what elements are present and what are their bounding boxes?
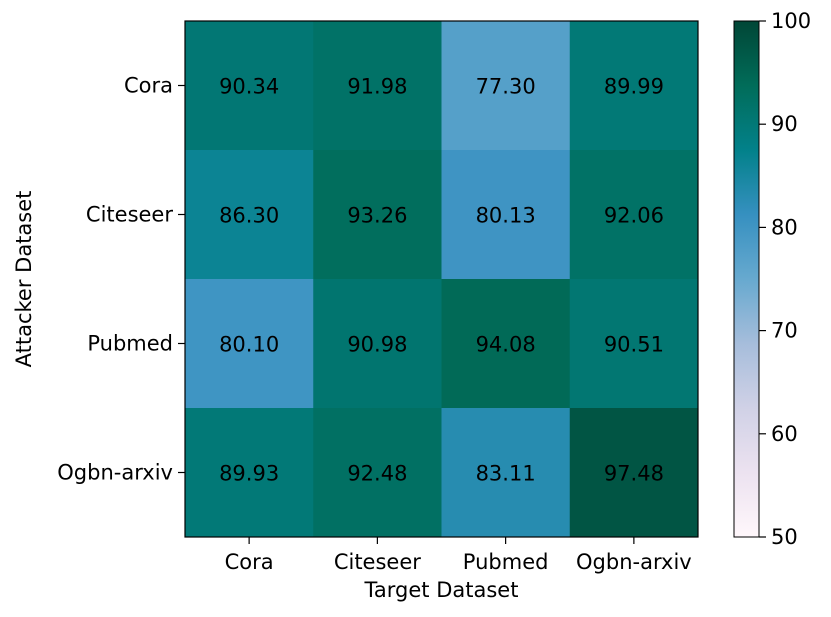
cell-value-label: 90.98 [347, 333, 407, 357]
heatmap-cell-labels: 90.34 91.98 77.30 89.99 86.30 93.26 80.13 92.06… [219, 75, 664, 486]
cell-value-label: 93.26 [347, 204, 407, 228]
heatmap-cell [569, 279, 699, 409]
cell-value-label: 94.08 [476, 333, 536, 357]
x-tick-label: Citeseer [334, 550, 421, 574]
heatmap-cell [313, 21, 442, 151]
cell-value-label: 83.11 [476, 462, 536, 486]
heatmap-cell [185, 408, 314, 538]
colorbar [733, 20, 760, 538]
cell-value-label: 80.13 [476, 204, 536, 228]
colorbar-ticks: 50 60 70 80 90 100 [759, 9, 811, 549]
heatmap-cell [569, 21, 699, 151]
x-tick-label: Ogbn-arxiv [576, 550, 692, 574]
y-axis: Cora Citeseer Pubmed Ogbn-arxiv [57, 74, 185, 485]
heatmap-cell [569, 150, 699, 280]
cell-value-label: 89.93 [219, 462, 279, 486]
y-tick-label: Cora [124, 74, 173, 98]
y-tick-label: Pubmed [87, 332, 173, 356]
heatmap-cell [313, 279, 442, 409]
heatmap-cell [185, 21, 314, 151]
x-tick-label: Cora [225, 550, 274, 574]
x-axis-label: Target Dataset [364, 578, 519, 602]
heatmap-cell [185, 279, 314, 409]
colorbar-tick-label: 70 [771, 319, 798, 343]
cell-value-label: 90.34 [219, 75, 279, 99]
heatmap-cell [441, 150, 571, 280]
heatmap-cell [313, 150, 442, 280]
x-axis: Cora Citeseer Pubmed Ogbn-arxiv [225, 537, 692, 574]
heatmap-cells [185, 21, 699, 538]
heatmap-cell [313, 408, 442, 538]
colorbar-tick-label: 100 [771, 9, 811, 33]
cell-value-label: 92.06 [604, 204, 664, 228]
colorbar-tick-label: 50 [771, 525, 798, 549]
cell-value-label: 91.98 [347, 75, 407, 99]
cell-value-label: 97.48 [604, 462, 664, 486]
y-tick-label: Ogbn-arxiv [57, 461, 173, 485]
colorbar-tick-label: 60 [771, 422, 798, 446]
cell-value-label: 90.51 [604, 333, 664, 357]
y-axis-label: Attacker Dataset [12, 191, 36, 368]
plot-frame [184, 20, 699, 538]
cell-value-label: 86.30 [219, 204, 279, 228]
heatmap-cell [441, 279, 571, 409]
colorbar-tick-label: 80 [771, 215, 798, 239]
heatmap-cell [441, 21, 571, 151]
cell-value-label: 92.48 [347, 462, 407, 486]
heatmap-cell [441, 408, 571, 538]
heatmap-cell [185, 150, 314, 280]
cell-value-label: 80.10 [219, 333, 279, 357]
heatmap-cell [569, 408, 699, 538]
cell-value-label: 77.30 [476, 75, 536, 99]
y-tick-label: Citeseer [86, 203, 173, 227]
x-tick-label: Pubmed [463, 550, 549, 574]
cell-value-label: 89.99 [604, 75, 664, 99]
colorbar-tick-label: 90 [771, 112, 798, 136]
